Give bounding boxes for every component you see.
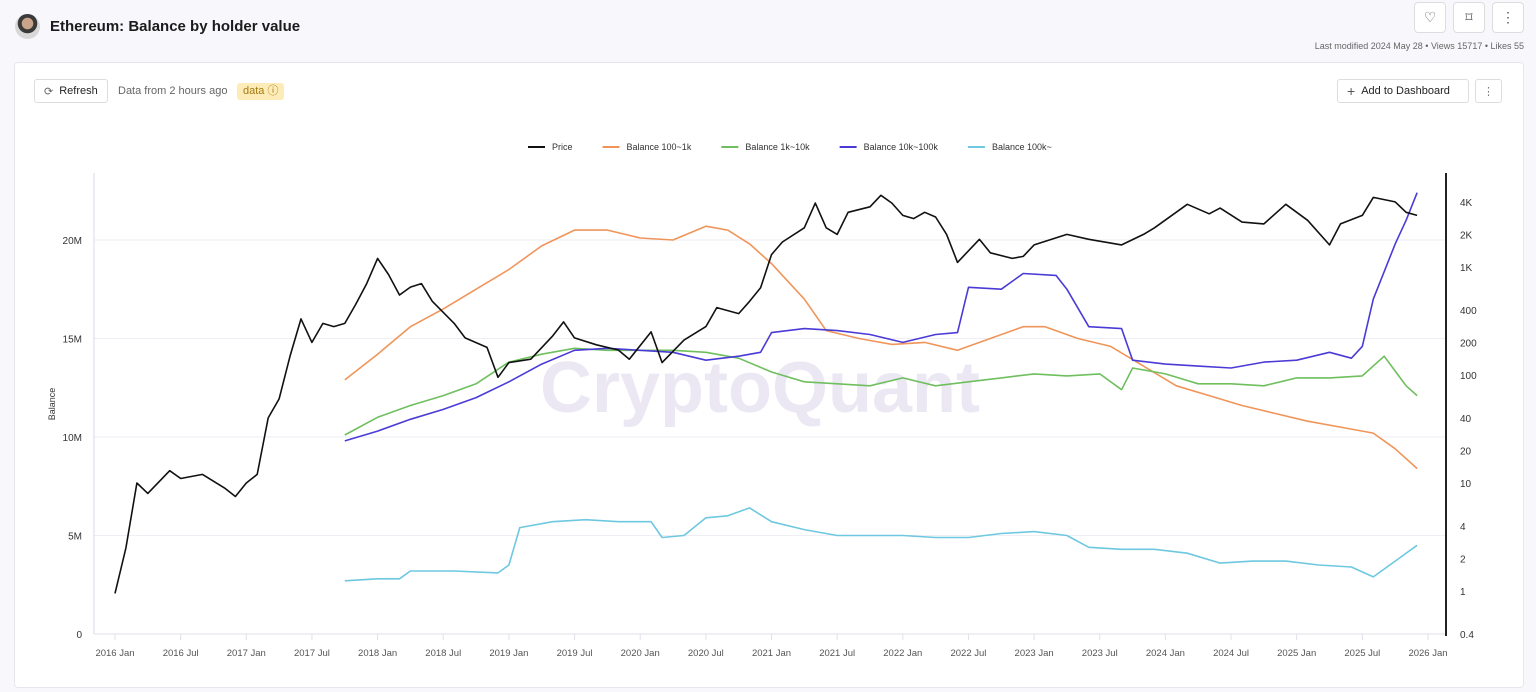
right-tick-label: 100 xyxy=(1460,371,1477,382)
plus-icon: + xyxy=(1347,83,1356,99)
legend-item[interactable]: Balance 100~1k xyxy=(602,142,692,152)
legend-item[interactable]: Balance 100k~ xyxy=(967,142,1052,152)
info-icon: ⓘ xyxy=(267,85,279,97)
y-axis-label: Balance xyxy=(47,388,57,421)
series-line-balance-1k-10k xyxy=(344,347,1418,436)
right-tick-label: 200 xyxy=(1460,338,1477,349)
more-button[interactable]: ⋮ xyxy=(1492,2,1524,33)
left-tick-label: 0 xyxy=(76,630,82,641)
x-tick-label: 2016 Jan xyxy=(95,648,134,659)
right-tick-label: 0.4 xyxy=(1460,630,1474,641)
x-tick-label: 2019 Jul xyxy=(557,648,593,659)
right-tick-label: 1K xyxy=(1460,263,1473,274)
right-tick-label: 2K xyxy=(1460,230,1473,241)
bookmark-button[interactable]: ⌑ xyxy=(1453,2,1485,33)
page-title: Ethereum: Balance by holder value xyxy=(50,18,301,35)
add-to-dashboard-button[interactable]: + Add to Dashboard xyxy=(1337,79,1469,103)
x-tick-label: 2025 Jan xyxy=(1277,648,1316,659)
x-tick-label: 2016 Jul xyxy=(163,648,199,659)
legend-item[interactable]: Balance 10k~100k xyxy=(839,142,939,152)
right-tick-label: 20 xyxy=(1460,446,1472,457)
refresh-label: Refresh xyxy=(59,85,98,97)
more-vertical-icon: ⋮ xyxy=(1483,85,1494,98)
add-dashboard-label: Add to Dashboard xyxy=(1361,85,1450,97)
watermark-logo: CryptoQuant xyxy=(540,348,980,428)
right-tick-label: 2 xyxy=(1460,554,1466,565)
legend-label: Price xyxy=(552,142,573,152)
right-tick-label: 400 xyxy=(1460,306,1477,317)
avatar xyxy=(15,14,40,39)
series-line-price xyxy=(114,194,1418,594)
x-tick-label: 2017 Jul xyxy=(294,648,330,659)
like-button[interactable]: ♡ xyxy=(1414,2,1446,33)
refresh-button[interactable]: ⟳ Refresh xyxy=(34,79,108,103)
right-tick-label: 4 xyxy=(1460,522,1466,533)
x-tick-label: 2018 Jan xyxy=(358,648,397,659)
legend-label: Balance 1k~10k xyxy=(745,142,810,152)
refresh-icon: ⟳ xyxy=(44,85,54,98)
legend-label: Balance 100k~ xyxy=(992,142,1052,152)
badge-label: data xyxy=(243,85,265,97)
x-tick-label: 2020 Jul xyxy=(688,648,724,659)
left-tick-label: 10M xyxy=(63,433,82,444)
bookmark-add-icon: ⌑ xyxy=(1465,9,1473,25)
x-tick-label: 2021 Jan xyxy=(752,648,791,659)
heart-icon: ♡ xyxy=(1423,9,1437,25)
x-tick-label: 2022 Jul xyxy=(950,648,986,659)
series-line-balance-100-1k xyxy=(344,225,1418,470)
chart-more-button[interactable]: ⋮ xyxy=(1475,79,1502,103)
x-tick-label: 2018 Jul xyxy=(425,648,461,659)
right-tick-label: 4K xyxy=(1460,198,1473,209)
chart-card xyxy=(14,62,1524,688)
x-tick-label: 2020 Jan xyxy=(621,648,660,659)
legend-item[interactable]: Price xyxy=(528,142,573,152)
legend-label: Balance 10k~100k xyxy=(864,142,939,152)
series-line-balance-100k- xyxy=(344,507,1418,582)
x-tick-label: 2024 Jul xyxy=(1213,648,1249,659)
x-tick-label: 2017 Jan xyxy=(227,648,266,659)
x-tick-label: 2025 Jul xyxy=(1344,648,1380,659)
left-tick-label: 20M xyxy=(63,236,82,247)
right-tick-label: 1 xyxy=(1460,587,1466,598)
data-badge[interactable]: data ⓘ xyxy=(237,83,285,100)
x-tick-label: 2022 Jan xyxy=(883,648,922,659)
right-tick-label: 10 xyxy=(1460,479,1472,490)
stats-meta: Last modified 2024 May 28 • Views 15717 … xyxy=(1314,41,1524,51)
x-tick-label: 2023 Jan xyxy=(1015,648,1054,659)
x-tick-label: 2019 Jan xyxy=(489,648,528,659)
right-tick-label: 40 xyxy=(1460,414,1472,425)
more-vertical-icon: ⋮ xyxy=(1501,9,1515,25)
left-tick-label: 5M xyxy=(68,531,82,542)
legend-label: Balance 100~1k xyxy=(627,142,692,152)
left-tick-label: 15M xyxy=(63,334,82,345)
data-freshness: Data from 2 hours ago xyxy=(118,85,228,97)
legend-item[interactable]: Balance 1k~10k xyxy=(721,142,810,152)
x-tick-label: 2026 Jan xyxy=(1408,648,1447,659)
x-tick-label: 2021 Jul xyxy=(819,648,855,659)
x-tick-label: 2023 Jul xyxy=(1082,648,1118,659)
x-tick-label: 2024 Jan xyxy=(1146,648,1185,659)
series-line-balance-10k-100k xyxy=(344,192,1418,442)
